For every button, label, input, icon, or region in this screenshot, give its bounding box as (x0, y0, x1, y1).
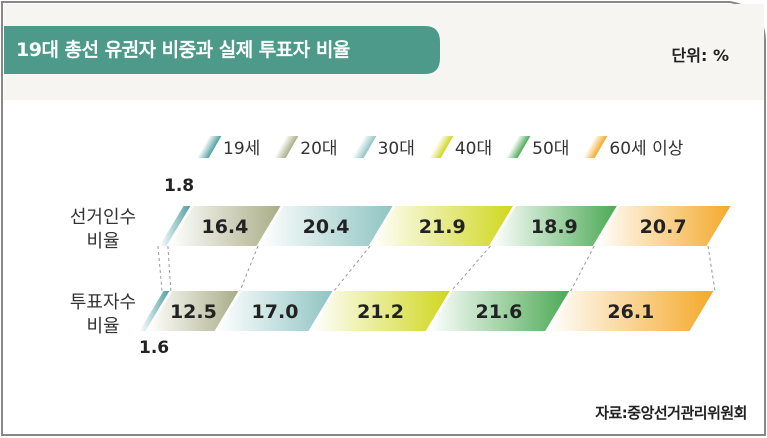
legend-item: 50대 (505, 134, 570, 159)
legend-label: 30대 (377, 139, 415, 159)
legend-item: 19세 (196, 134, 261, 159)
bar-segment (371, 206, 513, 246)
legend-item: 60세 이상 (583, 134, 684, 159)
legend-item: 30대 (351, 134, 415, 159)
legend-label: 40대 (454, 139, 493, 159)
data-label: 16.4 (201, 216, 248, 238)
row-label-voters-eligible: 선거인수 비율 (48, 206, 158, 254)
row-label-voters-actual: 투표자수 비율 (48, 291, 158, 339)
bar-segment (311, 291, 450, 331)
bar-segment (548, 291, 714, 331)
row-label-line: 비율 (86, 316, 120, 337)
row-label-line: 투표자수 (69, 292, 137, 313)
bar-segment (148, 291, 239, 331)
connector-line (570, 245, 595, 292)
data-label: 12.5 (170, 301, 217, 323)
legend-item: 40대 (428, 134, 493, 159)
data-label: 21.2 (357, 301, 404, 323)
data-label: 18.9 (531, 216, 578, 238)
bar-segment (491, 206, 617, 246)
bar-segment (595, 206, 731, 246)
bar-segment (139, 291, 170, 331)
connector-line (333, 245, 371, 292)
title-band (4, 26, 440, 74)
source-label: 자료:중앙선거관리위원회 (595, 404, 747, 422)
chart-title: 19대 총선 유권자 비중과 실제 투표자 비율 (16, 39, 350, 61)
legend-label: 60세 이상 (609, 139, 684, 159)
connector-line (157, 245, 163, 292)
data-label: 20.4 (303, 216, 350, 238)
bar-segment (169, 206, 281, 246)
data-label: 21.9 (419, 216, 466, 238)
bar-segment (217, 291, 333, 331)
legend-label: 50대 (532, 139, 570, 159)
legend-label: 19세 (223, 139, 261, 159)
row-label-line: 선거인수 (69, 207, 137, 228)
connector-line (707, 245, 716, 292)
bar-segment (259, 206, 393, 246)
data-label: 26.1 (607, 301, 654, 323)
unit-label: 단위: % (671, 46, 729, 65)
row-label-line: 비율 (86, 231, 120, 252)
legend-item: 20대 (273, 134, 338, 159)
connector-line (450, 245, 491, 292)
data-label: 20.7 (640, 216, 687, 238)
bar-segment (159, 206, 191, 246)
legend: 19세 20대 30대 40대 50대 60세 이상 (196, 134, 703, 159)
data-label: 21.6 (475, 301, 522, 323)
data-label: 17.0 (252, 301, 299, 323)
bar-segment (428, 291, 570, 331)
callout-value-19-actual: 1.6 (139, 338, 170, 358)
legend-label: 20대 (300, 139, 338, 159)
connector-line (239, 245, 259, 292)
callout-value-19-eligible: 1.8 (164, 176, 195, 196)
connector-line (167, 245, 172, 292)
